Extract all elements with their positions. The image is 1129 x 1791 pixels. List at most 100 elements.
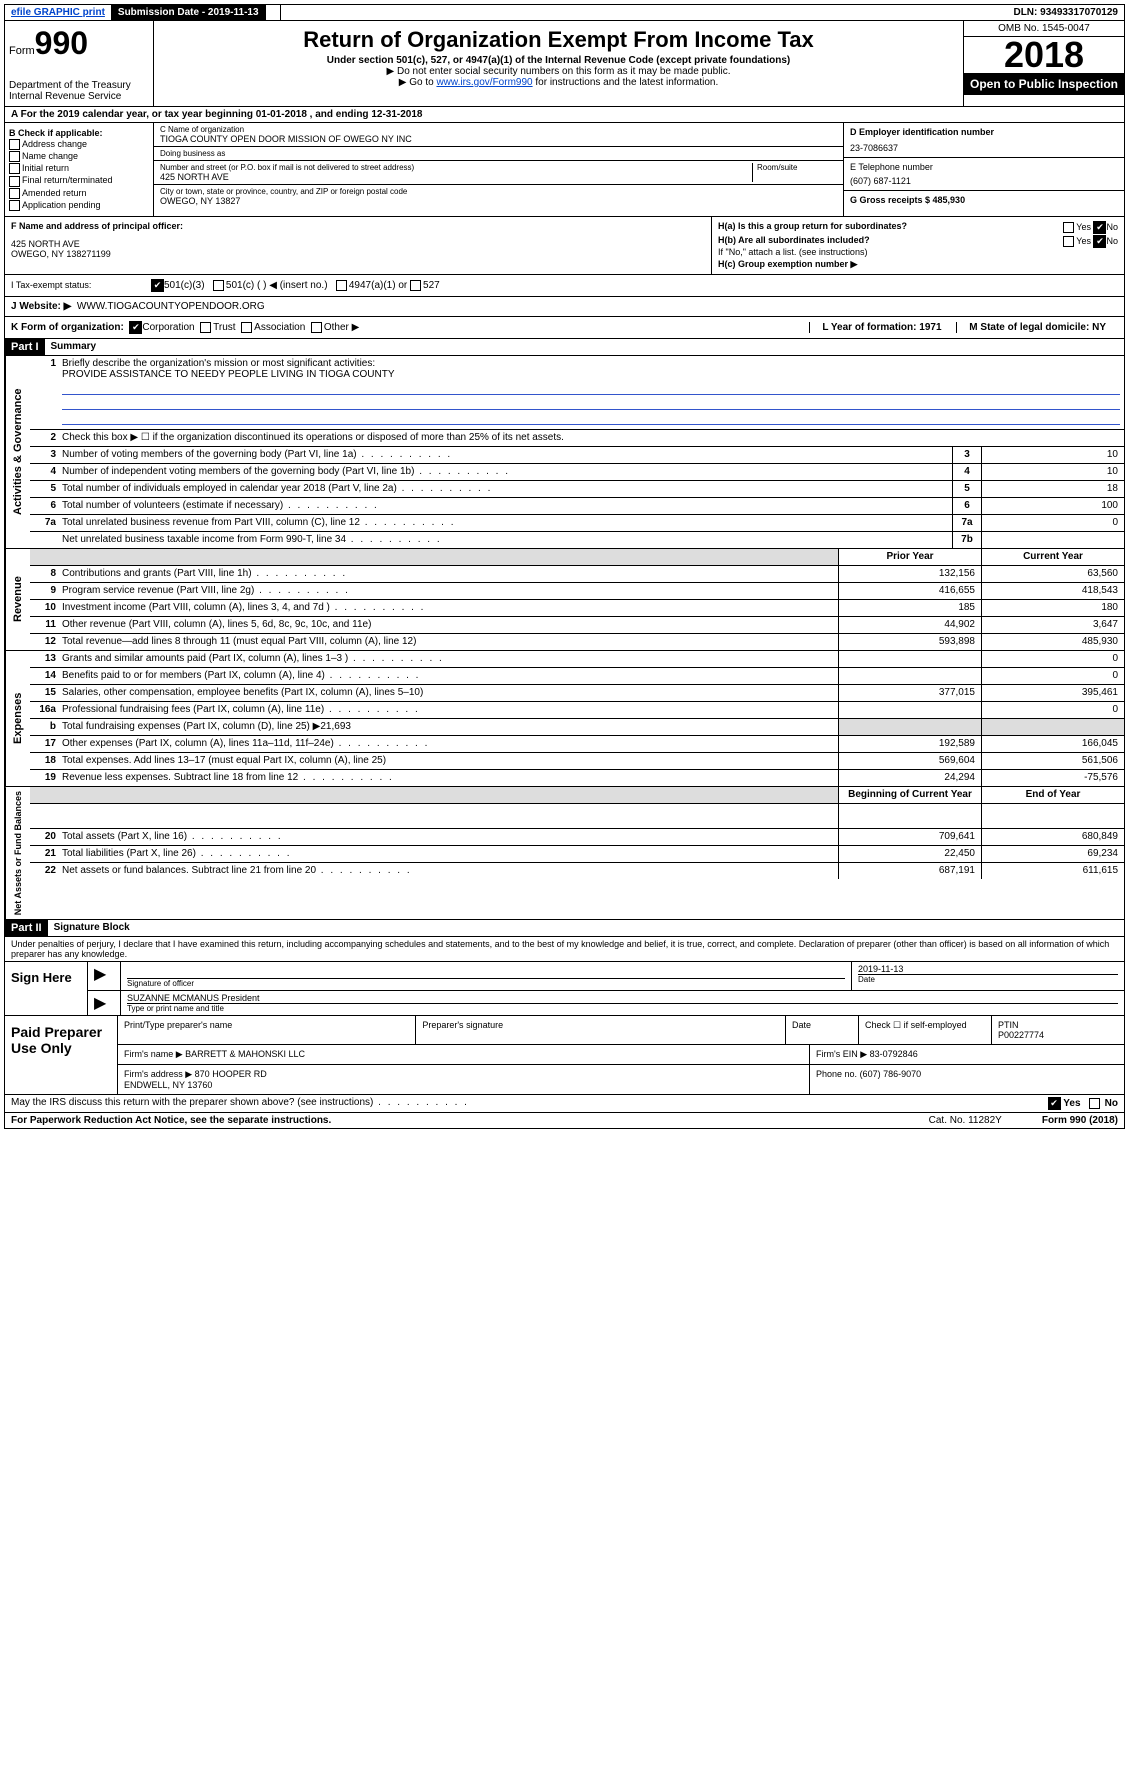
- name-title-label: Type or print name and title: [127, 1003, 1118, 1013]
- l22-curr: 611,615: [981, 863, 1124, 879]
- part1-title: Summary: [45, 339, 103, 355]
- l12-prior: 593,898: [838, 634, 981, 650]
- prior-year-hdr: Prior Year: [838, 549, 981, 565]
- side-revenue: Revenue: [5, 549, 30, 650]
- l7a-desc: Total unrelated business revenue from Pa…: [58, 515, 952, 531]
- l20-curr: 680,849: [981, 829, 1124, 845]
- ptin-label: PTIN: [998, 1020, 1019, 1030]
- efile-link[interactable]: efile GRAPHIC print: [5, 5, 112, 20]
- form-number: Form990: [9, 25, 149, 62]
- hc-row: H(c) Group exemption number ▶: [718, 259, 1118, 270]
- l11-prior: 44,902: [838, 617, 981, 633]
- org-name: TIOGA COUNTY OPEN DOOR MISSION OF OWEGO …: [160, 134, 837, 144]
- check-501c3[interactable]: ✔: [151, 279, 164, 292]
- l14-prior: [838, 668, 981, 684]
- l9-curr: 418,543: [981, 583, 1124, 599]
- check-other[interactable]: [311, 322, 322, 333]
- officer-name-title: SUZANNE MCMANUS President: [127, 993, 1118, 1003]
- firm-ein-label: Firm's EIN ▶: [816, 1049, 867, 1059]
- l21-prior: 22,450: [838, 846, 981, 862]
- city-label: City or town, state or province, country…: [160, 187, 837, 196]
- sign-here-label: Sign Here: [5, 962, 88, 1015]
- l5-desc: Total number of individuals employed in …: [58, 481, 952, 497]
- check-amended[interactable]: [9, 188, 20, 199]
- discuss-yes[interactable]: ✔: [1048, 1097, 1061, 1110]
- discuss-no[interactable]: [1089, 1098, 1100, 1109]
- check-address[interactable]: [9, 139, 20, 150]
- check-trust[interactable]: [200, 322, 211, 333]
- part2-title: Signature Block: [48, 920, 136, 936]
- l17-desc: Other expenses (Part IX, column (A), lin…: [58, 736, 838, 752]
- check-4947[interactable]: [336, 280, 347, 291]
- submission-date: Submission Date - 2019-11-13: [112, 5, 266, 20]
- l19-curr: -75,576: [981, 770, 1124, 786]
- firm-phone-label: Phone no.: [816, 1069, 857, 1079]
- l22-prior: 687,191: [838, 863, 981, 879]
- arrow-icon-2: ▶: [88, 991, 121, 1015]
- l15-curr: 395,461: [981, 685, 1124, 701]
- discuss-question: May the IRS discuss this return with the…: [11, 1097, 469, 1110]
- form-title: Return of Organization Exempt From Incom…: [158, 27, 959, 53]
- prep-date-hdr: Date: [786, 1016, 859, 1044]
- l10-prior: 185: [838, 600, 981, 616]
- check-initial[interactable]: [9, 163, 20, 174]
- l18-curr: 561,506: [981, 753, 1124, 769]
- l11-desc: Other revenue (Part VIII, column (A), li…: [58, 617, 838, 633]
- hb-row: H(b) Are all subordinates included? Yes …: [718, 235, 1118, 245]
- check-pending[interactable]: [9, 200, 20, 211]
- l13-desc: Grants and similar amounts paid (Part IX…: [58, 651, 838, 667]
- check-assoc[interactable]: [241, 322, 252, 333]
- paperwork-notice: For Paperwork Reduction Act Notice, see …: [11, 1115, 331, 1126]
- col-b-checkboxes: B Check if applicable: Address change Na…: [5, 123, 154, 216]
- firm-addr-label: Firm's address ▶: [124, 1069, 192, 1079]
- check-corp[interactable]: ✔: [129, 321, 142, 334]
- korg-label: K Form of organization:: [11, 322, 124, 333]
- check-name[interactable]: [9, 151, 20, 162]
- tax-year: 2018: [964, 37, 1124, 73]
- l7b-desc: Net unrelated business taxable income fr…: [58, 532, 952, 548]
- current-year-hdr: Current Year: [981, 549, 1124, 565]
- l19-prior: 24,294: [838, 770, 981, 786]
- l12-curr: 485,930: [981, 634, 1124, 650]
- l12-desc: Total revenue—add lines 8 through 11 (mu…: [58, 634, 838, 650]
- form-subtitle-2: ▶ Do not enter social security numbers o…: [158, 66, 959, 77]
- firm-name-label: Firm's name ▶: [124, 1049, 183, 1059]
- phone-label: E Telephone number: [850, 162, 1118, 172]
- l7a-val: 0: [981, 515, 1124, 531]
- side-governance: Activities & Governance: [5, 356, 30, 548]
- l8-desc: Contributions and grants (Part VIII, lin…: [58, 566, 838, 582]
- part1-label: Part I: [5, 339, 45, 355]
- state-domicile: M State of legal domicile: NY: [956, 322, 1118, 333]
- penalty-text: Under penalties of perjury, I declare th…: [5, 937, 1124, 962]
- l7b-val: [981, 532, 1124, 548]
- ptin-value: P00227774: [998, 1030, 1044, 1040]
- firm-phone: (607) 786-9070: [860, 1069, 922, 1079]
- open-public-badge: Open to Public Inspection: [964, 73, 1124, 95]
- check-final[interactable]: [9, 176, 20, 187]
- l1-desc: Briefly describe the organization's miss…: [62, 358, 375, 369]
- l10-desc: Investment income (Part VIII, column (A)…: [58, 600, 838, 616]
- check-501c[interactable]: [213, 280, 224, 291]
- l14-curr: 0: [981, 668, 1124, 684]
- instructions-link[interactable]: www.irs.gov/Form990: [436, 77, 532, 88]
- check-527[interactable]: [410, 280, 421, 291]
- l16b-prior: [838, 719, 981, 735]
- l4-val: 10: [981, 464, 1124, 480]
- l6-desc: Total number of volunteers (estimate if …: [58, 498, 952, 514]
- year-formation: L Year of formation: 1971: [809, 322, 953, 333]
- l8-prior: 132,156: [838, 566, 981, 582]
- prep-name-hdr: Print/Type preparer's name: [118, 1016, 416, 1044]
- l15-desc: Salaries, other compensation, employee b…: [58, 685, 838, 701]
- l6-val: 100: [981, 498, 1124, 514]
- l14-desc: Benefits paid to or for members (Part IX…: [58, 668, 838, 684]
- side-expenses: Expenses: [5, 651, 30, 786]
- ha-row: H(a) Is this a group return for subordin…: [718, 221, 1118, 231]
- gross-receipts: G Gross receipts $ 485,930: [844, 191, 1124, 209]
- l17-curr: 166,045: [981, 736, 1124, 752]
- l20-prior: 709,641: [838, 829, 981, 845]
- mission-text: PROVIDE ASSISTANCE TO NEEDY PEOPLE LIVIN…: [62, 369, 395, 380]
- website-value: WWW.TIOGACOUNTYOPENDOOR.ORG: [77, 301, 265, 312]
- l20-desc: Total assets (Part X, line 16): [58, 829, 838, 845]
- top-bar: efile GRAPHIC print Submission Date - 20…: [4, 4, 1125, 21]
- sig-date-label: Date: [858, 974, 1118, 984]
